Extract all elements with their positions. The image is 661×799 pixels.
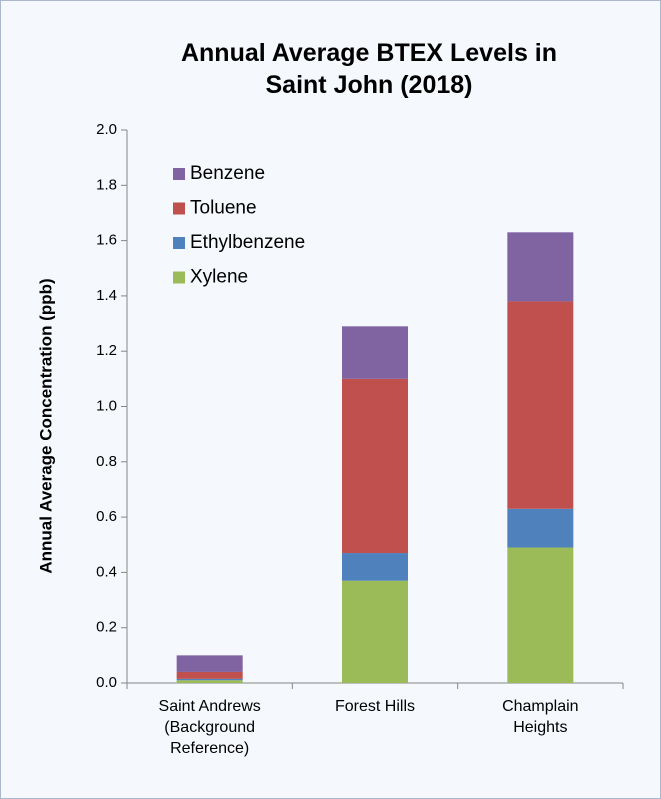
- bar-segment: [176, 655, 243, 672]
- bar-segment: [176, 671, 243, 679]
- bar-segment: [507, 232, 574, 302]
- legend-label: Ethylbenzene: [190, 232, 305, 253]
- legend-swatch: [173, 271, 185, 284]
- legend-label: Benzene: [190, 163, 265, 184]
- bar-segment: [342, 580, 408, 683]
- legend-swatch: [173, 237, 185, 249]
- bar-segment: [342, 378, 408, 554]
- bar-segment: [342, 326, 408, 379]
- y-tick-label: 2.0: [96, 121, 117, 138]
- bar-segment: [507, 301, 574, 509]
- bar-segment: [176, 680, 243, 683]
- bar-segment: [342, 553, 408, 581]
- chart-title: Annual Average BTEX Levels in Saint John…: [180, 39, 558, 99]
- bar-segment: [176, 678, 243, 681]
- x-tick-label: Forest Hills: [334, 698, 415, 715]
- y-tick-label: 0.8: [96, 453, 117, 470]
- legend-swatch: [173, 202, 185, 215]
- x-tick-label: Champlain Heights: [502, 698, 579, 736]
- y-tick-label: 1.8: [96, 176, 117, 193]
- y-tick-label: 1.6: [96, 232, 117, 249]
- y-tick-label: 0.4: [96, 563, 117, 580]
- bar-segment: [507, 547, 574, 683]
- legend-swatch: [173, 168, 185, 180]
- y-tick-label: 1.4: [96, 287, 117, 304]
- y-tick-label: 0.2: [96, 619, 117, 636]
- y-axis-label: Annual Average Concentration (ppb): [36, 278, 55, 573]
- legend-label: Xylene: [190, 267, 248, 288]
- x-tick-label: Saint Andrews (Background Reference): [158, 698, 261, 757]
- legend-label: Toluene: [190, 198, 257, 219]
- bar-segment: [507, 508, 574, 548]
- y-tick-label: 1.2: [96, 342, 117, 359]
- y-tick-label: 0.6: [96, 508, 117, 525]
- y-tick-label: 0.0: [96, 674, 117, 691]
- y-tick-label: 1.0: [96, 397, 117, 414]
